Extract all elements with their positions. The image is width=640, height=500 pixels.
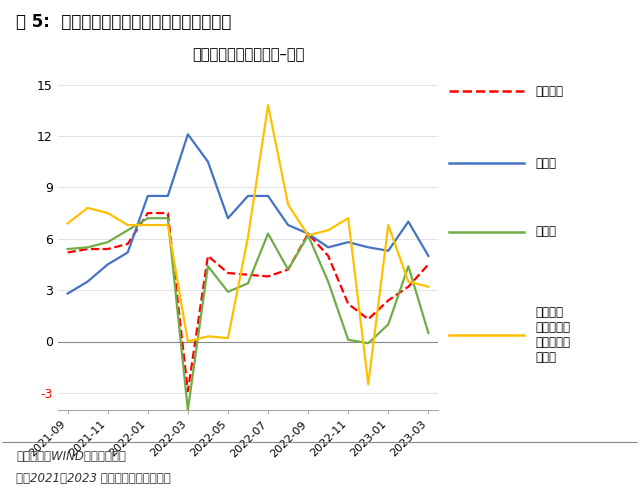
Text: 图 5:  制造业是拖累工业生产边际趋弱的主因: 图 5: 制造业是拖累工业生产边际趋弱的主因 (16, 12, 232, 30)
Text: 资料来源：WIND，财信研究院: 资料来源：WIND，财信研究院 (16, 450, 126, 463)
Text: 采矿业: 采矿业 (536, 157, 556, 170)
Text: 制造业: 制造业 (536, 226, 556, 238)
Title: 工业增加值同比增长率–当月: 工业增加值同比增长率–当月 (192, 47, 304, 62)
Text: 电力、热
力、燃气及
水的生产和
供应业: 电力、热 力、燃气及 水的生产和 供应业 (536, 306, 570, 364)
Text: 全部工业: 全部工业 (536, 85, 563, 98)
Text: 注：2021、2023 年数据为两年平均增速: 注：2021、2023 年数据为两年平均增速 (16, 472, 171, 486)
